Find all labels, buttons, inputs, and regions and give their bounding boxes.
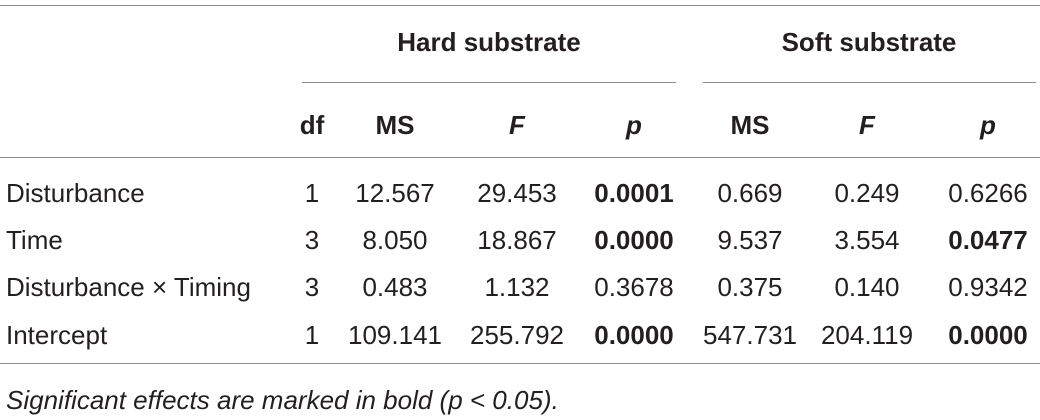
column-header: MS xyxy=(730,110,770,140)
cell: 8.050 xyxy=(362,225,428,255)
rule xyxy=(703,82,1036,83)
cell: 3.554 xyxy=(834,225,900,255)
cell: 109.141 xyxy=(348,320,442,350)
row-label: Time xyxy=(6,225,63,255)
column-header: MS xyxy=(375,110,415,140)
column-header: F xyxy=(859,110,875,140)
row-label: Disturbance × Timing xyxy=(6,272,251,302)
cell: 0.140 xyxy=(834,272,900,302)
cell: 0.375 xyxy=(717,272,783,302)
cell: 0.0000 xyxy=(948,320,1028,350)
cell: 0.483 xyxy=(362,272,428,302)
cell: 0.9342 xyxy=(948,272,1028,302)
cell: 0.669 xyxy=(717,178,783,208)
rule xyxy=(0,363,1040,364)
rule xyxy=(0,5,1040,6)
cell: 3 xyxy=(304,225,320,255)
column-header: F xyxy=(509,110,525,140)
cell: 547.731 xyxy=(703,320,797,350)
group-header: Hard substrate xyxy=(397,27,581,57)
cell: 12.567 xyxy=(355,178,435,208)
cell: 0.0477 xyxy=(948,225,1028,255)
cell: 0.0000 xyxy=(594,225,674,255)
cell: 0.6266 xyxy=(948,178,1028,208)
rule xyxy=(302,82,676,83)
cell: 1 xyxy=(304,320,320,350)
row-label: Disturbance xyxy=(6,178,145,208)
cell: 1 xyxy=(304,178,320,208)
cell: 9.537 xyxy=(717,225,783,255)
cell: 255.792 xyxy=(470,320,564,350)
rule xyxy=(0,157,1040,158)
cell: 18.867 xyxy=(477,225,557,255)
cell: 0.0001 xyxy=(594,178,674,208)
cell: 29.453 xyxy=(477,178,557,208)
cell: 0.249 xyxy=(834,178,900,208)
column-header: df xyxy=(299,110,325,140)
group-header: Soft substrate xyxy=(781,27,957,57)
cell: 204.119 xyxy=(820,320,914,350)
cell: 0.0000 xyxy=(594,320,674,350)
cell: 3 xyxy=(304,272,320,302)
row-label: Intercept xyxy=(6,320,108,350)
cell: 1.132 xyxy=(484,272,550,302)
column-header: p xyxy=(626,110,642,140)
cell: 0.3678 xyxy=(594,272,674,302)
footnote: Significant effects are marked in bold (… xyxy=(6,385,559,415)
column-header: p xyxy=(980,110,996,140)
